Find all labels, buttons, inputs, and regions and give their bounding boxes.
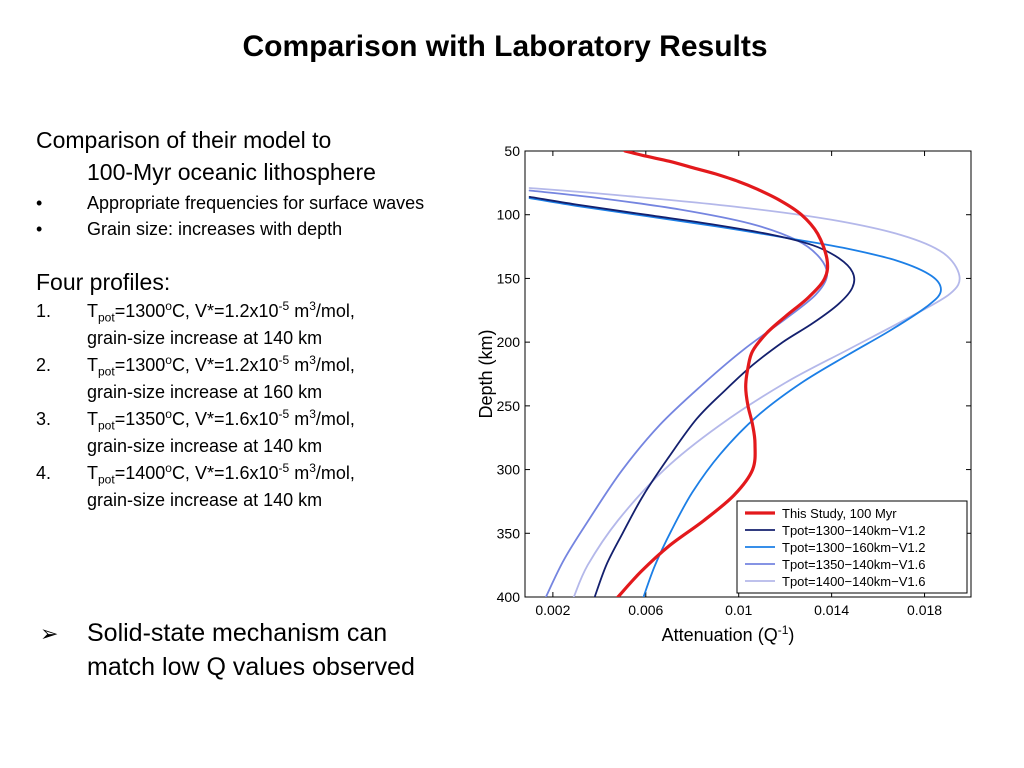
list-number: 2. <box>36 355 52 375</box>
profile-unit-tail: /mol, <box>315 409 355 429</box>
list-number: 4. <box>36 463 52 483</box>
legend-box <box>736 500 968 594</box>
arrow-bullet-icon: ➢ <box>40 621 59 646</box>
intro-paragraph: Comparison of their model to 100-Myr oce… <box>36 124 456 188</box>
legend-entry: Tpot=1350−140km−V1.6 <box>782 557 925 572</box>
profile-unit-tail: /mol, <box>315 355 355 375</box>
profile-line-2: grain-size increase at 140 km <box>87 328 323 348</box>
profile-line-2: grain-size increase at 140 km <box>87 436 323 456</box>
x-tick-label: 0.01 <box>725 602 752 618</box>
series-line <box>528 187 961 597</box>
series-line <box>528 189 829 597</box>
bullet-mark: • <box>36 193 43 213</box>
profile-degree: o <box>165 353 172 367</box>
legend-entry: Tpot=1400−140km−V1.6 <box>782 574 925 589</box>
x-axis-label: Attenuation (Q-1) <box>662 623 795 645</box>
profile-temp-sub: pot <box>98 364 115 379</box>
profile-temp-label: T <box>87 355 98 375</box>
x-tick-label: 0.018 <box>907 602 942 618</box>
profile-temp-sub: pot <box>98 310 115 325</box>
x-tick-label: 0.014 <box>814 602 849 618</box>
profile-exponent: -5 <box>278 299 290 313</box>
slide-title: Comparison with Laboratory Results <box>242 30 768 63</box>
list-item: • Grain size: increases with depth <box>36 216 456 242</box>
profile-line-2: grain-size increase at 140 km <box>87 490 323 510</box>
profile-temp-label: T <box>87 463 98 483</box>
attenuation-depth-chart: 50 100 150 200 250 300 350 400 0.002 0.006 0.01 0.0… <box>476 143 972 645</box>
profile-temp-value: =1300 <box>114 355 166 375</box>
profile-unit-exponent: 3 <box>309 407 316 421</box>
profile-temp-value: =1400 <box>114 463 166 483</box>
profile-exponent: -5 <box>278 353 290 367</box>
y-axis-label: Depth (km) <box>476 329 496 418</box>
y-tick-label: 200 <box>497 334 521 350</box>
x-tick-label: 0.002 <box>535 602 570 618</box>
profile-params: C, V*=1.6x10 <box>171 409 279 429</box>
profile-params: C, V*=1.2x10 <box>171 301 279 321</box>
profile-params: C, V*=1.2x10 <box>171 355 279 375</box>
profiles-list: 1. Tpot=1300oC, V*=1.2x10-5 m3/mol, grai… <box>36 298 456 514</box>
profile-unit-exponent: 3 <box>309 461 316 475</box>
conclusion-item: ➢ Solid-state mechanism can match low Q … <box>36 616 456 684</box>
profile-temp-sub: pot <box>98 472 115 487</box>
series-line <box>528 196 856 597</box>
list-number: 3. <box>36 409 52 429</box>
profile-temp-label: T <box>87 301 98 321</box>
bullet-list: • Appropriate frequencies for surface wav… <box>36 190 456 242</box>
y-tick-label: 50 <box>504 143 520 159</box>
y-tick-label: 350 <box>497 525 521 541</box>
list-item: • Appropriate frequencies for surface wav… <box>36 190 456 216</box>
y-tick-label: 150 <box>497 270 521 286</box>
profile-unit: m <box>289 463 310 483</box>
series-line <box>528 197 942 597</box>
conclusion-text: Solid-state mechanism can match low Q va… <box>87 619 415 681</box>
profile-temp-sub: pot <box>98 418 115 433</box>
profile-degree: o <box>165 407 172 421</box>
profile-unit: m <box>289 355 310 375</box>
bullet-text: Appropriate frequencies for surface wave… <box>87 193 425 213</box>
profile-temp-label: T <box>87 409 98 429</box>
profile-exponent: -5 <box>278 407 290 421</box>
profile-temp-value: =1300 <box>114 301 166 321</box>
legend-entry: Tpot=1300−160km−V1.2 <box>782 540 925 555</box>
profile-unit-exponent: 3 <box>309 299 316 313</box>
bullet-mark: • <box>36 219 43 239</box>
y-tick-label: 400 <box>497 589 521 605</box>
list-item: 3. Tpot=1350oC, V*=1.6x10-5 m3/mol, grai… <box>36 406 456 460</box>
profile-unit-tail: /mol, <box>315 463 355 483</box>
list-item: 2. Tpot=1300oC, V*=1.2x10-5 m3/mol, grai… <box>36 352 456 406</box>
intro-line-2: 100-Myr oceanic lithosphere <box>87 159 376 185</box>
series-line <box>616 151 830 597</box>
list-number: 1. <box>36 301 52 321</box>
profile-exponent: -5 <box>278 461 290 475</box>
profile-params: C, V*=1.6x10 <box>171 463 279 483</box>
legend-entry: This Study, 100 Myr <box>782 506 897 521</box>
bullet-text: Grain size: increases with depth <box>87 219 343 239</box>
intro-line-1: Comparison of their model to <box>36 127 332 153</box>
profile-unit-exponent: 3 <box>309 353 316 367</box>
profile-degree: o <box>165 299 172 313</box>
x-tick-label: 0.006 <box>628 602 663 618</box>
y-tick-label: 250 <box>497 398 521 414</box>
text-column: Comparison of their model to 100-Myr oce… <box>36 124 456 514</box>
y-tick-label: 100 <box>497 207 521 223</box>
profile-degree: o <box>165 461 172 475</box>
profiles-heading: Four profiles: <box>36 269 171 295</box>
y-tick-label: 300 <box>497 462 521 478</box>
profile-unit: m <box>289 301 310 321</box>
legend-entry: Tpot=1300−140km−V1.2 <box>782 523 925 538</box>
profile-unit: m <box>289 409 310 429</box>
profile-unit-tail: /mol, <box>315 301 355 321</box>
list-item: 1. Tpot=1300oC, V*=1.2x10-5 m3/mol, grai… <box>36 298 456 352</box>
profile-line-2: grain-size increase at 160 km <box>87 382 323 402</box>
list-item: 4. Tpot=1400oC, V*=1.6x10-5 m3/mol, grai… <box>36 460 456 514</box>
profile-temp-value: =1350 <box>114 409 166 429</box>
